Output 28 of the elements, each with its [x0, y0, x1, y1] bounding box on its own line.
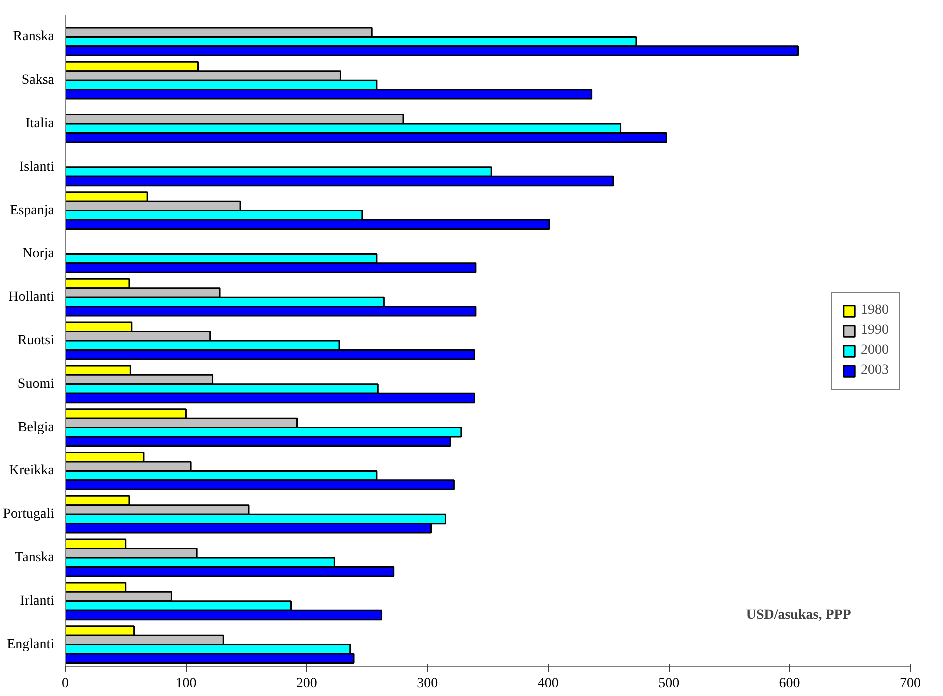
x-tick-label: 500 — [658, 676, 680, 692]
y-tick-label: Belgia — [18, 420, 56, 436]
legend-label: 2003 — [861, 362, 889, 378]
y-tick-label: Italia — [26, 116, 56, 132]
legend-label: 1980 — [861, 302, 889, 318]
y-tick-label: Tanska — [15, 550, 56, 566]
y-tick-label: Norja — [22, 246, 56, 262]
x-tick-label: 0 — [62, 676, 69, 692]
y-tick-label: Espanja — [10, 203, 56, 218]
x-tick-label: 600 — [779, 676, 800, 692]
x-tick-label: 400 — [538, 676, 559, 692]
y-tick-label: Hollanti — [8, 290, 55, 306]
y-tick-label: Englanti — [7, 637, 55, 652]
y-tick-label: Ruotsi — [18, 334, 55, 348]
y-tick-label: Saksa — [22, 73, 56, 88]
y-tick-label: Ranska — [13, 30, 56, 45]
x-tick-label: 100 — [176, 676, 197, 692]
legend-label: 1990 — [861, 322, 889, 338]
x-tick-label: 700 — [900, 676, 921, 692]
x-tick-label: 200 — [296, 676, 318, 692]
annotation: USD/asukas, PPP — [746, 608, 852, 624]
y-tick-label: Kreikka — [9, 464, 56, 479]
y-tick-label: Islanti — [20, 160, 55, 175]
x-tick-label: 300 — [417, 676, 438, 692]
y-tick-label: Suomi — [18, 376, 55, 392]
y-tick-label: Irlanti — [20, 594, 55, 609]
y-tick-label: Portugali — [3, 507, 55, 522]
legend-label: 2000 — [861, 342, 889, 358]
